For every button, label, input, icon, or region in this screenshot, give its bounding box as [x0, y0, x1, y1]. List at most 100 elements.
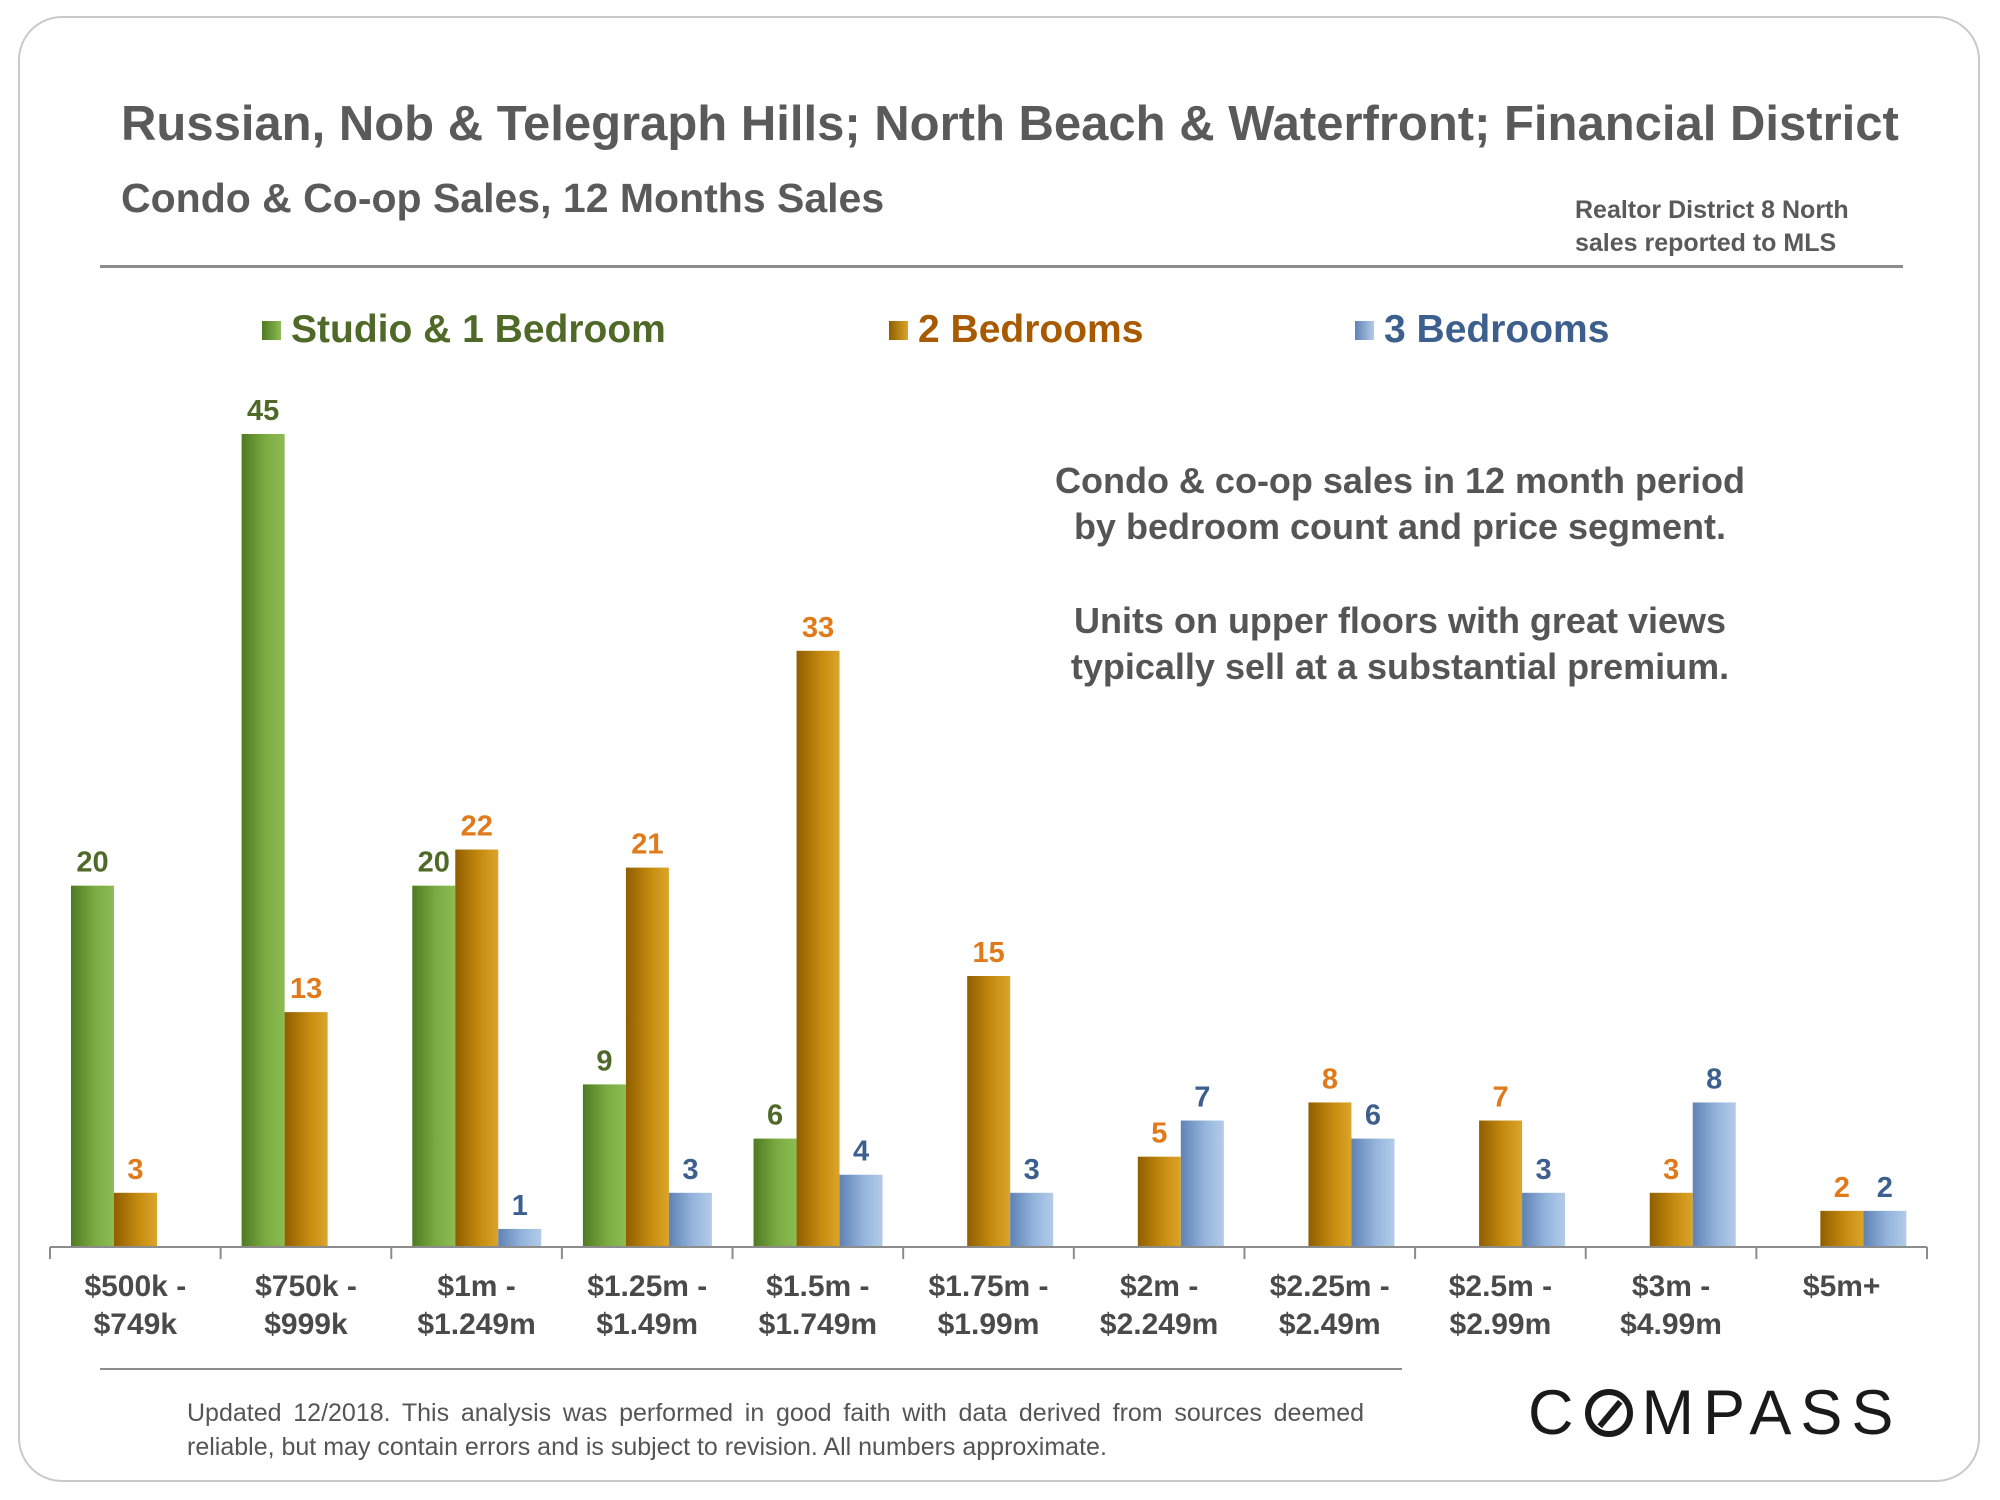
data-label-three-bedrooms-3: 3 [682, 1154, 698, 1186]
legend-swatch-three-bedrooms [1355, 320, 1374, 340]
bar-two-bedrooms-6 [1137, 1156, 1181, 1247]
x-tick-label-7-1: $2.49m [1279, 1308, 1381, 1341]
source-note-line-2: sales reported to MLS [1575, 229, 1837, 257]
bar-three-bedrooms-5 [1010, 1192, 1054, 1247]
data-label-three-bedrooms-4: 4 [853, 1136, 869, 1168]
x-tick-label-3-1: $1.49m [596, 1308, 698, 1341]
x-tick-label-2-0: $1m - [437, 1270, 515, 1303]
bar-three-bedrooms-2 [498, 1228, 542, 1247]
logo-text-suffix: MPASS [1641, 1378, 1903, 1448]
chart-title: Russian, Nob & Telegraph Hills; North Be… [121, 97, 1899, 151]
x-tick-label-7-0: $2.25m - [1270, 1270, 1390, 1303]
legend-swatch-studio [262, 320, 281, 340]
compass-logo: C MPASS [1528, 1377, 1902, 1449]
data-label-three-bedrooms-5: 3 [1024, 1154, 1040, 1186]
x-tick-label-5-1: $1.99m [938, 1308, 1040, 1341]
bar-three-bedrooms-3 [668, 1192, 712, 1247]
x-tick-label-0-0: $500k - [84, 1270, 186, 1303]
bar-two-bedrooms-8 [1479, 1120, 1523, 1247]
bar-two-bedrooms-1 [284, 1012, 328, 1247]
x-axis: $500k - $749k $750k - $999k $1m - $1.249m $1.2… [49, 1246, 1928, 1341]
bar-studio-3 [582, 1084, 626, 1247]
data-label-three-bedrooms-9: 8 [1706, 1063, 1722, 1095]
data-label-two-bedrooms-2: 22 [461, 811, 493, 843]
data-label-studio-0: 20 [76, 847, 108, 879]
bar-studio-2 [412, 885, 456, 1247]
source-note: Realtor District 8 North sales reported … [1575, 194, 1849, 260]
legend-swatch-two-bedrooms [889, 320, 908, 340]
compass-logo-o-icon [1584, 1389, 1633, 1437]
bar-two-bedrooms-2 [455, 849, 499, 1247]
bar-studio-1 [241, 434, 285, 1247]
bar-three-bedrooms-10 [1863, 1210, 1907, 1247]
data-label-two-bedrooms-4: 33 [802, 612, 834, 644]
bar-studio-4 [753, 1138, 797, 1247]
data-label-three-bedrooms-8: 3 [1536, 1154, 1552, 1186]
x-tick-label-4-0: $1.5m - [766, 1270, 869, 1303]
data-label-studio-3: 9 [596, 1045, 612, 1077]
bar-two-bedrooms-5 [967, 976, 1011, 1247]
bar-two-bedrooms-7 [1308, 1102, 1352, 1247]
data-label-two-bedrooms-6: 5 [1151, 1118, 1167, 1150]
source-note-line-1: Realtor District 8 North [1575, 196, 1849, 224]
x-tick-label-6-1: $2.249m [1100, 1308, 1218, 1341]
data-label-two-bedrooms-0: 3 [127, 1154, 143, 1186]
footnote: Updated 12/2018. This analysis was perfo… [187, 1399, 1364, 1461]
data-label-studio-1: 45 [247, 395, 279, 427]
legend-label-studio: Studio & 1 Bedroom [291, 308, 666, 351]
data-label-two-bedrooms-5: 15 [973, 937, 1005, 969]
data-label-two-bedrooms-10: 2 [1834, 1172, 1850, 1204]
bar-two-bedrooms-3 [625, 867, 669, 1247]
x-tick-label-4-1: $1.749m [759, 1308, 877, 1341]
data-label-studio-2: 20 [418, 847, 450, 879]
bar-three-bedrooms-9 [1692, 1102, 1736, 1247]
bar-three-bedrooms-7 [1351, 1138, 1395, 1247]
data-label-three-bedrooms-7: 6 [1365, 1100, 1381, 1132]
data-label-three-bedrooms-2: 1 [512, 1190, 528, 1222]
bar-two-bedrooms-9 [1649, 1192, 1693, 1247]
data-label-three-bedrooms-6: 7 [1194, 1082, 1210, 1114]
data-label-studio-4: 6 [767, 1100, 783, 1132]
chart-subtitle: Condo & Co-op Sales, 12 Months Sales [121, 175, 885, 221]
bar-two-bedrooms-10 [1820, 1210, 1864, 1247]
x-tick-label-6-0: $2m - [1120, 1270, 1198, 1303]
x-tick-label-9-0: $3m - [1632, 1270, 1710, 1303]
x-tick-label-5-0: $1.75m - [928, 1270, 1048, 1303]
annotation-line-1: Condo & co-op sales in 12 month period [1054, 460, 1746, 501]
bar-two-bedrooms-0 [114, 1192, 157, 1247]
x-tick-label-8-0: $2.5m - [1449, 1270, 1552, 1303]
annotation-line-3: Units on upper floors with great views [1073, 600, 1727, 641]
legend-item-three-bedrooms: 3 Bedrooms [1355, 305, 1609, 355]
x-tick-label-3-0: $1.25m - [587, 1270, 707, 1303]
data-label-two-bedrooms-7: 8 [1322, 1063, 1338, 1095]
legend-label-three-bedrooms: 3 Bedrooms [1384, 308, 1610, 351]
x-tick-label-9-1: $4.99m [1620, 1308, 1722, 1341]
legend-item-two-bedrooms: 2 Bedrooms [889, 305, 1143, 355]
annotation-paragraph-1: Condo & co-op sales in 12 month period b… [960, 458, 1840, 550]
x-tick-label-10-0: $5m+ [1803, 1270, 1881, 1303]
chart-annotation: Condo & co-op sales in 12 month period b… [960, 458, 1840, 690]
x-tick-label-1-0: $750k - [255, 1270, 357, 1303]
data-label-two-bedrooms-8: 7 [1493, 1082, 1509, 1114]
legend-item-studio: Studio & 1 Bedroom [262, 305, 666, 355]
x-tick-label-0-1: $749k [94, 1308, 178, 1341]
x-tick-label-1-1: $999k [264, 1308, 348, 1341]
data-label-two-bedrooms-9: 3 [1663, 1154, 1679, 1186]
data-label-two-bedrooms-3: 21 [631, 829, 663, 861]
data-label-three-bedrooms-10: 2 [1877, 1172, 1893, 1204]
header-divider [100, 265, 1903, 268]
bar-studio-0 [71, 885, 114, 1247]
x-tick-label-8-1: $2.99m [1450, 1308, 1552, 1341]
x-tick-label-2-1: $1.249m [417, 1308, 535, 1341]
bar-three-bedrooms-6 [1180, 1120, 1224, 1247]
footer-divider [100, 1368, 1402, 1370]
annotation-line-4: typically sell at a substantial premium. [1070, 646, 1730, 687]
annotation-paragraph-2: Units on upper floors with great views t… [960, 598, 1840, 690]
bar-two-bedrooms-4 [796, 650, 840, 1247]
bar-three-bedrooms-8 [1522, 1192, 1566, 1247]
data-label-two-bedrooms-1: 13 [290, 973, 322, 1005]
bar-three-bedrooms-4 [839, 1174, 883, 1247]
logo-text-prefix: C [1528, 1378, 1583, 1448]
